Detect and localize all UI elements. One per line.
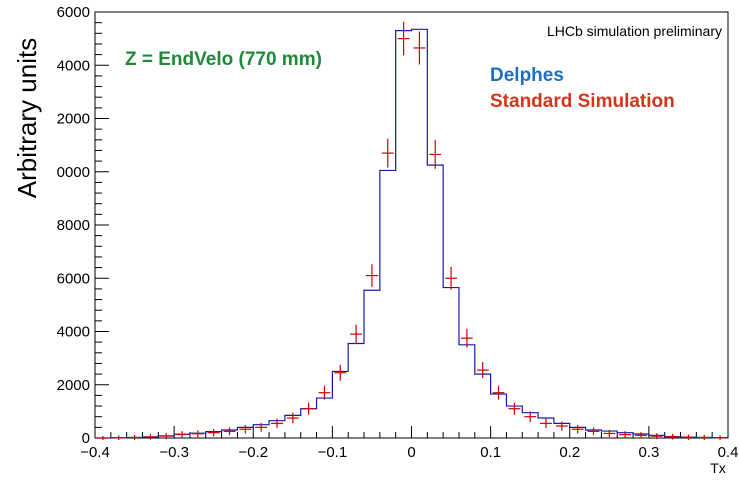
x-tick-label: 0.1 — [480, 444, 501, 461]
standard-simulation-point — [366, 264, 378, 287]
standard-simulation-point — [650, 433, 663, 440]
x-tick-label: 0.4 — [718, 444, 739, 461]
standard-simulation-point — [460, 328, 473, 348]
header-annotation: LHCb simulation preliminary — [547, 23, 722, 39]
y-tick-label: 0000 — [57, 164, 90, 181]
standard-simulation-point — [334, 364, 347, 381]
standard-simulation-point — [666, 433, 679, 440]
x-tick-label: 0.2 — [559, 444, 580, 461]
standard-simulation-point — [191, 430, 204, 438]
x-tick-label: −0.1 — [318, 444, 348, 461]
standard-simulation-point — [128, 434, 141, 441]
y-tick-label: 8000 — [57, 217, 90, 234]
standard-simulation-point — [476, 362, 489, 379]
standard-simulation-point — [508, 402, 521, 415]
standard-simulation-point — [176, 431, 188, 438]
y-axis: 0 2000 4000 6000 8000 0000 2000 4000 6000 — [57, 4, 109, 447]
standard-simulation-point — [540, 418, 552, 429]
standard-simulation-point — [381, 138, 394, 168]
standard-simulation-point — [619, 431, 632, 438]
standard-simulation-point — [397, 21, 410, 56]
standard-simulation-point — [207, 428, 220, 437]
standard-simulation-point — [698, 434, 711, 441]
standard-simulation-point — [144, 434, 157, 440]
legend-standard-simulation: Standard Simulation — [490, 91, 675, 112]
standard-simulation-point — [445, 266, 457, 290]
standard-simulation-point — [603, 429, 616, 438]
y-tick-label: 4000 — [57, 324, 90, 341]
standard-simulation-point — [714, 435, 726, 441]
standard-simulation-point — [413, 31, 426, 65]
standard-simulation-point — [635, 432, 647, 439]
y-tick-label: 6000 — [57, 4, 90, 21]
standard-simulation-point — [286, 412, 299, 424]
standard-simulation-point — [587, 427, 600, 436]
x-tick-label: −0.3 — [159, 444, 189, 461]
standard-simulation-point — [524, 411, 537, 423]
standard-simulation-point — [239, 425, 252, 434]
standard-simulation-point — [429, 140, 442, 169]
standard-simulation-point — [555, 421, 568, 431]
standard-simulation-point — [97, 436, 109, 440]
legend-delphes: Delphes — [490, 65, 564, 86]
delphes-histogram-step — [95, 28, 729, 439]
x-axis: −0.4 −0.3 −0.2 −0.1 0 0.1 0.2 0.3 0.4 — [80, 426, 738, 461]
z-position-annotation: Z = EndVelo (770 mm) — [125, 49, 322, 70]
standard-simulation-point — [112, 435, 125, 441]
standard-simulation-point — [223, 427, 236, 436]
x-axis-title: Tx — [710, 460, 726, 476]
standard-simulation-point — [571, 425, 584, 434]
y-axis-title: Arbitrary units — [12, 38, 42, 198]
standard-simulation-point — [682, 434, 695, 440]
standard-simulation-point — [492, 385, 505, 400]
x-tick-label: −0.4 — [80, 444, 110, 461]
x-tick-label: 0.3 — [638, 444, 659, 461]
standard-simulation-point — [302, 402, 315, 415]
x-tick-label: 0 — [407, 444, 415, 461]
y-tick-label: 0 — [82, 430, 90, 447]
y-tick-label: 6000 — [57, 270, 90, 287]
standard-simulation-points — [97, 21, 726, 441]
standard-simulation-point — [160, 433, 173, 440]
standard-simulation-point — [318, 385, 331, 400]
y-tick-label: 2000 — [57, 377, 90, 394]
plot-frame — [94, 11, 729, 439]
x-tick-label: −0.2 — [238, 444, 268, 461]
standard-simulation-point — [271, 418, 283, 429]
standard-simulation-point — [350, 324, 363, 344]
y-tick-label: 4000 — [57, 57, 90, 74]
standard-simulation-point — [255, 422, 268, 432]
y-tick-label: 2000 — [57, 111, 90, 128]
